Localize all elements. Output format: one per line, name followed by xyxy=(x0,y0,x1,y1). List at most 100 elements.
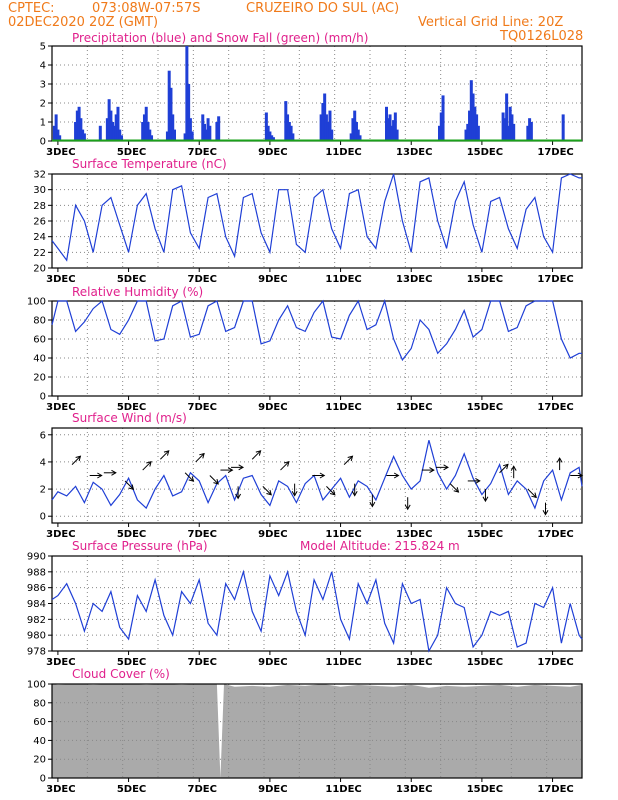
x-tick-label: 5DEC xyxy=(117,402,146,413)
wind-arrow-shaft xyxy=(195,453,205,463)
precip-bar xyxy=(270,135,274,141)
precip-bar xyxy=(116,106,120,141)
wind-arrow-head xyxy=(475,477,481,484)
precip-bar xyxy=(167,70,171,141)
y-tick-label: 100 xyxy=(27,297,46,308)
precip-bar xyxy=(510,114,514,141)
wind-arrow-head xyxy=(429,467,435,474)
wind-arrow xyxy=(124,480,135,491)
x-tick-label: 15DEC xyxy=(467,274,503,285)
precip-bar xyxy=(188,118,192,141)
x-tick-label: 11DEC xyxy=(325,147,361,158)
precip-bar xyxy=(266,125,270,141)
wind-arrow xyxy=(103,469,117,476)
precip-bar xyxy=(190,131,194,141)
y-tick-label: 4 xyxy=(40,457,46,468)
wind-arrow xyxy=(351,483,358,497)
wind-arrow xyxy=(262,486,272,496)
x-tick-label: 13DEC xyxy=(396,784,432,795)
wind-arrow-head xyxy=(556,457,563,463)
x-tick-label: 15DEC xyxy=(467,657,503,668)
panel-title: Surface Pressure (hPa) xyxy=(72,539,208,553)
series-line-temperature xyxy=(51,173,582,262)
y-tick-label: 20 xyxy=(33,755,46,766)
header-model-code: TQ0126L028 xyxy=(500,29,584,44)
panel-title: Surface Temperature (nC) xyxy=(72,157,227,171)
wind-arrow-shaft xyxy=(251,450,261,460)
precip-bar xyxy=(471,93,475,141)
wind-arrow xyxy=(160,450,170,460)
x-tick-label: 15DEC xyxy=(467,784,503,795)
wind-arrow-shaft xyxy=(326,486,336,496)
precip-bar xyxy=(150,135,154,141)
precip-bar xyxy=(52,125,56,141)
precip-bar xyxy=(328,110,332,141)
y-tick-label: 978 xyxy=(27,647,46,658)
precip-bar xyxy=(388,114,392,141)
precip-bar xyxy=(173,129,177,141)
wind-arrow xyxy=(209,475,219,485)
precip-bar xyxy=(264,112,268,141)
precip-bar xyxy=(287,122,291,141)
precip-bar xyxy=(203,123,207,141)
x-tick-label: 17DEC xyxy=(537,402,573,413)
precip-bar xyxy=(118,129,122,141)
precip-bar xyxy=(268,131,272,141)
panel-wind: 0 2 4 6 3DEC 5DEC 7DEC 9DEC 11DEC 13DEC 15DEC 17DEC… xyxy=(40,411,584,540)
y-tick-label: 0 xyxy=(40,512,46,523)
wind-arrow xyxy=(280,460,290,471)
wind-arrow xyxy=(71,455,82,465)
wind-arrow-head xyxy=(227,467,234,474)
panel-title: Relative Humidity (%) xyxy=(72,285,203,299)
precip-bar xyxy=(187,84,191,141)
precip-bar xyxy=(473,106,477,141)
wind-arrow xyxy=(510,465,517,479)
x-tick-label: 11DEC xyxy=(325,529,361,540)
wind-arrow xyxy=(142,460,152,471)
x-tick-label: 3DEC xyxy=(46,657,75,668)
y-tick-label: 2 xyxy=(40,485,46,496)
x-tick-label: 13DEC xyxy=(396,147,432,158)
precip-bar xyxy=(98,125,102,141)
x-tick-label: 3DEC xyxy=(46,529,75,540)
wind-arrow-shaft xyxy=(124,480,134,490)
precip-bar xyxy=(319,114,323,141)
x-tick-label: 11DEC xyxy=(325,274,361,285)
precip-bar xyxy=(146,122,150,141)
x-tick-label: 9DEC xyxy=(258,274,287,285)
precip-bar xyxy=(508,106,512,141)
wind-arrow-shaft xyxy=(449,483,459,493)
precip-bar xyxy=(353,110,357,141)
panel-title: Cloud Cover (%) xyxy=(72,667,170,681)
precip-bar xyxy=(390,125,394,141)
precip-bar xyxy=(326,122,330,141)
precip-bar xyxy=(386,118,390,141)
precip-bar xyxy=(141,122,145,141)
header-station: CRUZEIRO DO SUL (AC) xyxy=(246,1,400,16)
precip-bar xyxy=(215,122,219,141)
y-tick-label: 40 xyxy=(33,736,46,747)
x-tick-label: 17DEC xyxy=(537,147,573,158)
y-tick-label: 80 xyxy=(33,316,46,327)
wind-arrow xyxy=(326,486,336,496)
panel-title: Precipitation (blue) and Snow Fall (gree… xyxy=(72,31,368,45)
x-tick-label: 17DEC xyxy=(537,657,573,668)
y-tick-label: 20 xyxy=(33,264,46,275)
x-tick-label: 9DEC xyxy=(258,402,287,413)
precip-bar xyxy=(112,125,116,141)
wind-arrow xyxy=(467,477,481,484)
precip-bar xyxy=(58,135,62,141)
x-tick-label: 13DEC xyxy=(396,657,432,668)
x-tick-label: 15DEC xyxy=(467,529,503,540)
wind-arrow-head xyxy=(542,510,549,516)
wind-arrow-head xyxy=(510,465,517,471)
precip-bar xyxy=(75,110,79,141)
wind-arrow-head xyxy=(503,463,509,470)
precip-bar xyxy=(561,114,565,141)
x-tick-label: 15DEC xyxy=(467,147,503,158)
x-tick-label: 7DEC xyxy=(188,274,217,285)
precip-bar xyxy=(82,133,86,141)
precip-bar xyxy=(330,129,334,141)
x-tick-label: 3DEC xyxy=(46,147,75,158)
